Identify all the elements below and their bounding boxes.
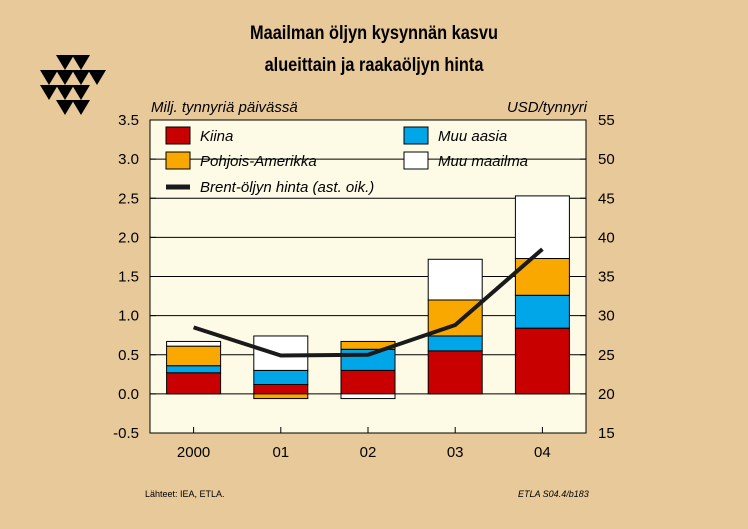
bar-segment-kiina: [340, 369, 396, 395]
bar-segment-kiina: [253, 383, 309, 395]
bar-segment-muu_maailma: [427, 258, 483, 301]
legend-label-kiina: Kiina: [200, 128, 233, 145]
x-tick-label: 01: [272, 444, 289, 461]
bar-segment-kiina: [427, 350, 483, 395]
y2-tick-label: 25: [598, 347, 615, 364]
bar-segment-kiina: [166, 372, 222, 395]
bar-segment-muu_maailma: [340, 393, 396, 400]
legend-swatch-muu_aasia: [403, 126, 429, 145]
legend-label-muu_aasia: Muu aasia: [438, 128, 507, 145]
legend-swatch-muu_maailma: [403, 151, 429, 170]
bar-segment-muu_aasia: [514, 294, 570, 329]
bar-segment-pohjois_amerikka: [253, 393, 309, 400]
chart-title: Maailman öljyn kysynnän kasvu alueittain…: [52, 18, 695, 82]
y2-tick-label: 30: [598, 308, 615, 325]
y2-axis-label: USD/tynnyri: [507, 99, 588, 116]
y-tick-label: 1.0: [118, 308, 139, 325]
y-axis-label: Milj. tynnyriä päivässä: [151, 99, 298, 116]
bar-segment-muu_maailma: [253, 335, 309, 371]
source-note: Lähteet: IEA, ETLA.: [145, 489, 225, 499]
y2-tick-label: 40: [598, 229, 615, 246]
bar-segment-muu_aasia: [427, 335, 483, 352]
title-line-2: alueittain ja raakaöljyn hinta: [264, 55, 484, 76]
y-tick-label: 1.5: [118, 269, 139, 286]
legend-swatch-pohjois_amerikka: [165, 151, 191, 170]
y2-tick-label: 15: [598, 425, 615, 442]
x-tick-label: 03: [447, 444, 464, 461]
y2-tick-label: 35: [598, 269, 615, 286]
bar-segment-pohjois_amerikka: [166, 345, 222, 367]
y-tick-label: 0.0: [118, 386, 139, 403]
bar-segment-muu_maailma: [166, 340, 222, 347]
brent-price-line: [192, 247, 544, 358]
bar-segment-muu_aasia: [340, 348, 396, 371]
legend-label-brent: Brent-öljyn hinta (ast. oik.): [200, 179, 374, 196]
title-line-1: Maailman öljyn kysynnän kasvu: [250, 23, 498, 44]
x-tick-label: 2000: [177, 444, 210, 461]
y2-tick-label: 45: [598, 190, 615, 207]
legend-label-pohjois_amerikka: Pohjois-Amerikka: [200, 153, 317, 170]
legend-swatch-kiina: [165, 126, 191, 145]
legend-label-muu_maailma: Muu maailma: [438, 153, 528, 170]
y2-tick-label: 20: [598, 386, 615, 403]
x-tick-label: 04: [534, 444, 551, 461]
x-tick-label: 02: [360, 444, 377, 461]
bar-segment-muu_maailma: [514, 195, 570, 260]
logo: [40, 55, 106, 115]
y2-tick-label: 50: [598, 151, 615, 168]
y-tick-label: 0.5: [118, 347, 139, 364]
y2-tick-label: 55: [598, 112, 615, 129]
bar-segment-kiina: [514, 327, 570, 395]
figure-code: ETLA S04.4/b183: [518, 489, 589, 499]
y-tick-label: -0.5: [113, 425, 139, 442]
y-tick-label: 2.0: [118, 229, 139, 246]
y-tick-label: 2.5: [118, 190, 139, 207]
y-tick-label: 3.0: [118, 151, 139, 168]
bar-segment-muu_aasia: [166, 365, 222, 374]
bar-segment-muu_aasia: [253, 369, 309, 385]
y-tick-label: 3.5: [118, 112, 139, 129]
